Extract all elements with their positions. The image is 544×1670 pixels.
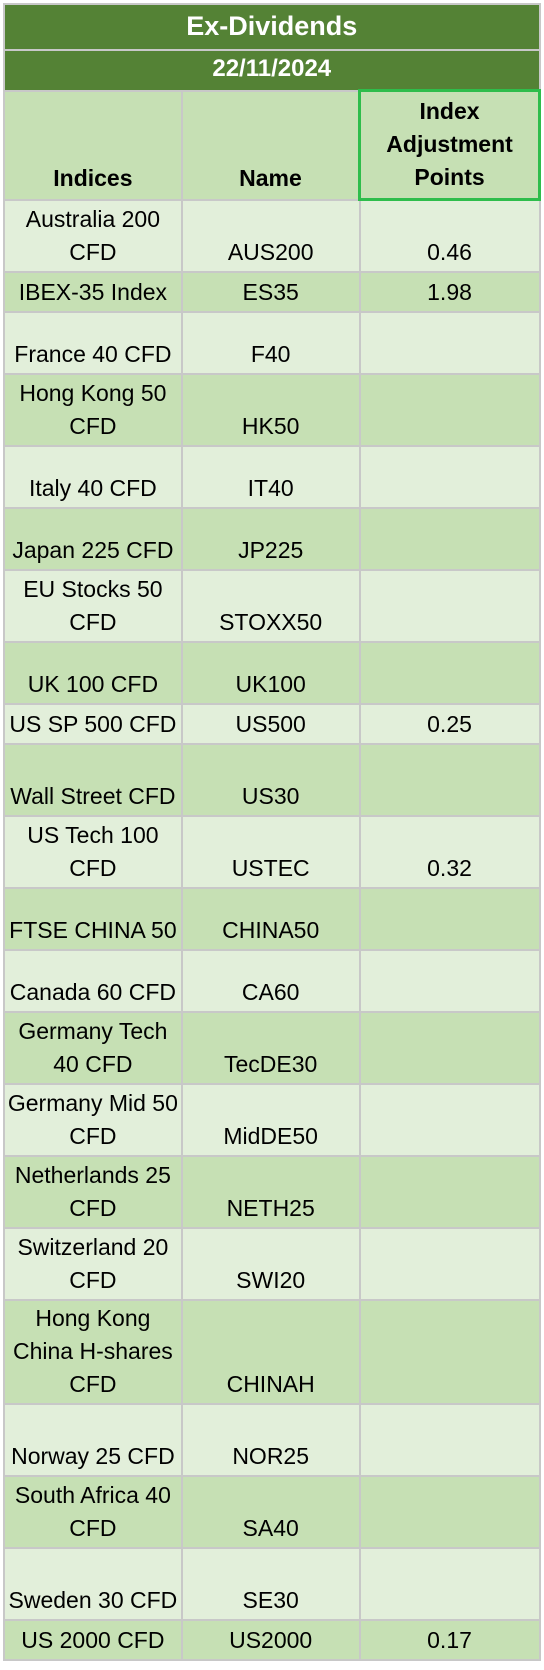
column-header-name: Name (180, 89, 361, 201)
table-title: Ex-Dividends (3, 3, 541, 51)
column-header-adjustment-points[interactable]: Index Adjustment Points (358, 89, 541, 201)
symbol-cell: NOR25 (180, 1403, 361, 1477)
symbol-cell: SA40 (180, 1475, 361, 1549)
table-row: Japan 225 CFD JP225 (3, 507, 541, 571)
adjustment-points-cell (358, 1083, 541, 1157)
symbol-cell: AUS200 (180, 198, 361, 273)
adjustment-points-cell: 0.32 (358, 815, 541, 889)
symbol-cell: MidDE50 (180, 1083, 361, 1157)
index-cell: IBEX-35 Index (3, 271, 183, 313)
index-cell: Canada 60 CFD (3, 949, 183, 1013)
adjustment-points-cell (358, 1547, 541, 1621)
table-row: Australia 200 CFD AUS200 0.46 (3, 198, 541, 273)
table-row: France 40 CFD F40 (3, 311, 541, 375)
date-row: 22/11/2024 (3, 49, 541, 92)
symbol-cell: JP225 (180, 507, 361, 571)
table-row: US 2000 CFD US2000 0.17 (3, 1619, 541, 1661)
table-row: Canada 60 CFD CA60 (3, 949, 541, 1013)
index-cell: Hong Kong 50 CFD (3, 373, 183, 447)
index-cell: Germany Mid 50 CFD (3, 1083, 183, 1157)
symbol-cell: STOXX50 (180, 569, 361, 643)
index-cell: Switzerland 20 CFD (3, 1227, 183, 1301)
adjustment-points-cell (358, 1227, 541, 1301)
title-row: Ex-Dividends (3, 3, 541, 51)
symbol-cell: US30 (180, 743, 361, 817)
adjustment-points-cell (358, 507, 541, 571)
adjustment-points-cell (358, 373, 541, 447)
index-cell: EU Stocks 50 CFD (3, 569, 183, 643)
adjustment-points-cell (358, 1155, 541, 1229)
table-date: 22/11/2024 (3, 49, 541, 92)
index-cell: UK 100 CFD (3, 641, 183, 705)
adjustment-points-cell (358, 1011, 541, 1085)
table-row: Germany Mid 50 CFD MidDE50 (3, 1083, 541, 1157)
symbol-cell: CHINAH (180, 1299, 361, 1405)
symbol-cell: CA60 (180, 949, 361, 1013)
symbol-cell: SWI20 (180, 1227, 361, 1301)
symbol-cell: UK100 (180, 641, 361, 705)
header-row: Indices Name Index Adjustment Points (3, 89, 541, 201)
index-cell: US 2000 CFD (3, 1619, 183, 1661)
index-cell: Hong Kong China H-shares CFD (3, 1299, 183, 1405)
index-cell: France 40 CFD (3, 311, 183, 375)
adjustment-points-cell (358, 743, 541, 817)
adjustment-points-cell (358, 445, 541, 509)
table-row: US SP 500 CFD US500 0.25 (3, 703, 541, 745)
symbol-cell: CHINA50 (180, 887, 361, 951)
table-row: Switzerland 20 CFD SWI20 (3, 1227, 541, 1301)
index-cell: Norway 25 CFD (3, 1403, 183, 1477)
index-cell: Japan 225 CFD (3, 507, 183, 571)
adjustment-points-cell (358, 1475, 541, 1549)
symbol-cell: ES35 (180, 271, 361, 313)
ex-dividends-sheet: Ex-Dividends 22/11/2024 Indices Name Ind… (3, 3, 541, 1661)
index-cell: FTSE CHINA 50 (3, 887, 183, 951)
symbol-cell: F40 (180, 311, 361, 375)
adjustment-points-cell (358, 641, 541, 705)
index-cell: Sweden 30 CFD (3, 1547, 183, 1621)
table-row: South Africa 40 CFD SA40 (3, 1475, 541, 1549)
symbol-cell: NETH25 (180, 1155, 361, 1229)
symbol-cell: SE30 (180, 1547, 361, 1621)
adjustment-points-cell (358, 1403, 541, 1477)
symbol-cell: IT40 (180, 445, 361, 509)
index-cell: US SP 500 CFD (3, 703, 183, 745)
table-row: IBEX-35 Index ES35 1.98 (3, 271, 541, 313)
table-row: Hong Kong China H-shares CFD CHINAH (3, 1299, 541, 1405)
index-cell: Australia 200 CFD (3, 198, 183, 273)
table-row: Wall Street CFD US30 (3, 743, 541, 817)
index-cell: South Africa 40 CFD (3, 1475, 183, 1549)
table-row: Netherlands 25 CFD NETH25 (3, 1155, 541, 1229)
symbol-cell: US500 (180, 703, 361, 745)
adjustment-points-cell: 0.46 (358, 198, 541, 273)
table-row: Germany Tech 40 CFD TecDE30 (3, 1011, 541, 1085)
table-row: UK 100 CFD UK100 (3, 641, 541, 705)
index-cell: Netherlands 25 CFD (3, 1155, 183, 1229)
adjustment-points-cell (358, 311, 541, 375)
table-row: Italy 40 CFD IT40 (3, 445, 541, 509)
adjustment-points-cell (358, 569, 541, 643)
column-header-indices: Indices (3, 89, 183, 201)
ex-dividends-table: Ex-Dividends 22/11/2024 Indices Name Ind… (3, 3, 541, 1661)
adjustment-points-cell (358, 949, 541, 1013)
adjustment-points-cell: 0.25 (358, 703, 541, 745)
adjustment-points-cell (358, 1299, 541, 1405)
table-row: Hong Kong 50 CFD HK50 (3, 373, 541, 447)
index-cell: US Tech 100 CFD (3, 815, 183, 889)
index-cell: Italy 40 CFD (3, 445, 183, 509)
symbol-cell: USTEC (180, 815, 361, 889)
adjustment-points-cell: 0.17 (358, 1619, 541, 1661)
adjustment-points-cell (358, 887, 541, 951)
index-cell: Germany Tech 40 CFD (3, 1011, 183, 1085)
adjustment-points-cell: 1.98 (358, 271, 541, 313)
table-row: Norway 25 CFD NOR25 (3, 1403, 541, 1477)
symbol-cell: US2000 (180, 1619, 361, 1661)
symbol-cell: TecDE30 (180, 1011, 361, 1085)
table-row: FTSE CHINA 50 CHINA50 (3, 887, 541, 951)
symbol-cell: HK50 (180, 373, 361, 447)
table-row: Sweden 30 CFD SE30 (3, 1547, 541, 1621)
table-row: US Tech 100 CFD USTEC 0.32 (3, 815, 541, 889)
index-cell: Wall Street CFD (3, 743, 183, 817)
table-row: EU Stocks 50 CFD STOXX50 (3, 569, 541, 643)
